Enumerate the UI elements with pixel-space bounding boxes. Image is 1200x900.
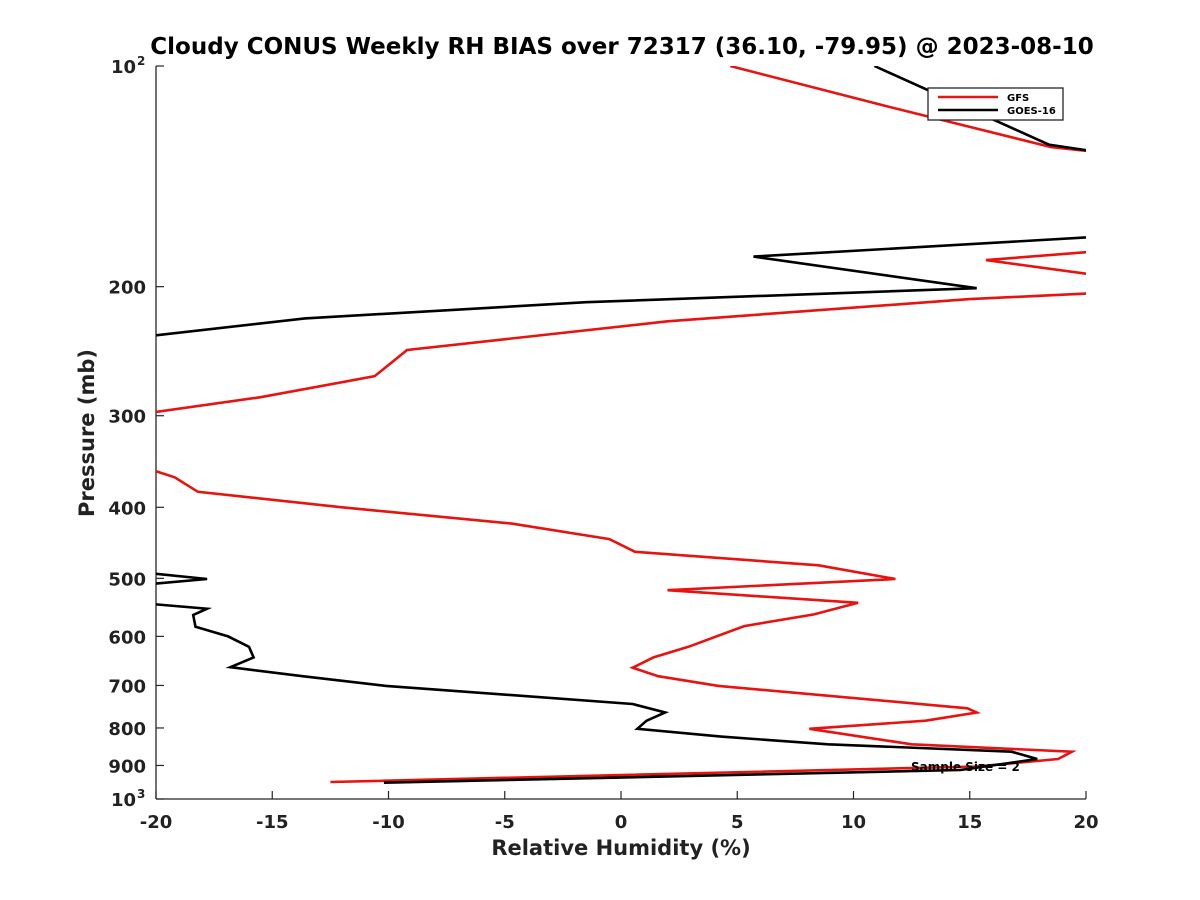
x-tick-label: -20: [140, 812, 173, 833]
y-tick-label: 500: [108, 569, 146, 590]
y-tick-label: 200: [108, 278, 146, 299]
x-tick-label: 20: [1073, 812, 1098, 833]
legend-label-gfs: GFS: [1007, 93, 1029, 104]
x-axis-label: Relative Humidity (%): [491, 836, 750, 860]
svg-text:10: 10: [111, 57, 136, 78]
x-tick-label: -5: [495, 812, 515, 833]
x-tick-label: -10: [372, 812, 405, 833]
y-tick-label: 700: [108, 676, 146, 697]
x-tick-label: 0: [615, 812, 628, 833]
y-tick-label: 900: [108, 756, 146, 777]
svg-text:2: 2: [137, 54, 145, 68]
legend: GFS GOES-16: [927, 87, 1064, 121]
y-axis-label: Pressure (mb): [75, 349, 99, 517]
legend-label-goes16: GOES-16: [1007, 106, 1056, 117]
y-tick-label: 400: [108, 498, 146, 519]
svg-text:10: 10: [111, 790, 136, 811]
sample-size-annotation: Sample Size = 2: [911, 760, 1020, 774]
series-line: [156, 469, 1077, 784]
y-tick-label: 600: [108, 627, 146, 648]
x-tick-label: 5: [731, 812, 744, 833]
y-tick-label: 10 3: [111, 787, 145, 811]
series-line: [156, 603, 1038, 784]
x-tick-label: 10: [841, 812, 866, 833]
y-tick-label: 800: [108, 719, 146, 740]
x-tick-label: 15: [957, 812, 982, 833]
series-line: [985, 250, 1086, 276]
y-tick-label: 300: [108, 407, 146, 428]
x-axis-ticks: -20 -15 -10 -5 0 5 10 15 20: [140, 791, 1099, 833]
chart-title: Cloudy CONUS Weekly RH BIAS over 72317 (…: [150, 34, 1093, 60]
series-line: [156, 236, 1086, 337]
plot-area: [156, 66, 1086, 799]
series-layer: [156, 66, 1086, 784]
y-tick-label: 10 2: [111, 54, 145, 78]
legend-box: [927, 87, 1064, 121]
series-line: [156, 572, 208, 585]
x-tick-label: -15: [256, 812, 289, 833]
svg-text:3: 3: [137, 787, 145, 801]
series-line: [156, 292, 1086, 414]
series-goes-16: [156, 66, 1086, 784]
